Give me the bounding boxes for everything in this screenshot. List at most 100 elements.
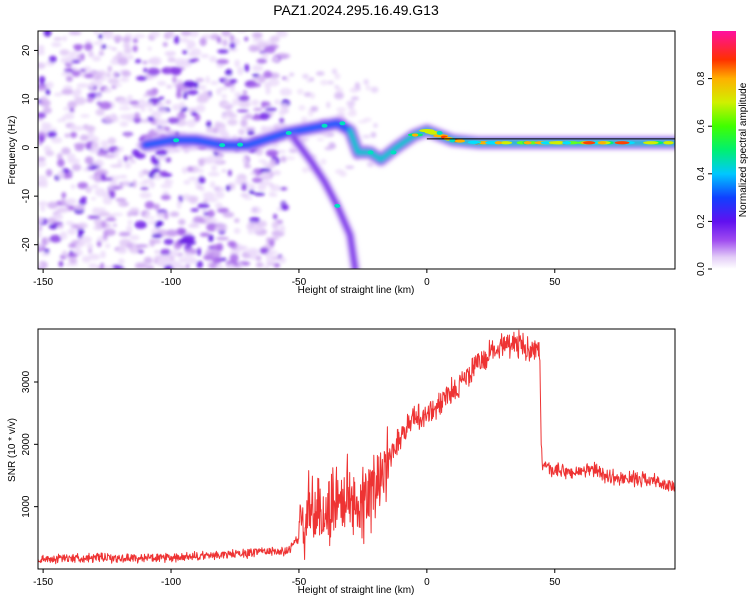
noise-blob (60, 116, 66, 123)
noise-blob (242, 156, 248, 165)
noise-blob (113, 34, 123, 42)
noise-blob (301, 167, 309, 173)
noise-blob (132, 179, 137, 189)
noise-blob (176, 88, 181, 94)
noise-blob (271, 143, 280, 148)
noise-blob (143, 93, 149, 98)
noise-blob (185, 263, 190, 269)
track-core-segment (643, 141, 659, 145)
noise-blob (49, 234, 62, 243)
noise-blob (38, 44, 45, 53)
noise-blob (261, 127, 269, 131)
noise-blob (95, 108, 105, 116)
noise-blob (247, 183, 256, 190)
noise-blob (121, 180, 132, 187)
noise-blob (53, 92, 63, 97)
noise-blob (134, 152, 146, 159)
noise-blob (156, 155, 167, 161)
noise-blob (253, 107, 263, 112)
noise-blob (206, 120, 212, 128)
noise-blob (347, 105, 355, 110)
noise-blob (79, 236, 92, 244)
noise-blob (65, 262, 79, 267)
x-tick-label: 50 (549, 577, 561, 588)
noise-blob (64, 133, 71, 138)
noise-blob (183, 180, 191, 185)
noise-blob (186, 166, 194, 173)
noise-blob (182, 49, 188, 55)
noise-blob (147, 67, 161, 76)
signal-track-core (173, 121, 674, 208)
noise-blob (48, 55, 57, 63)
noise-blob (62, 35, 68, 42)
noise-blob (189, 31, 200, 38)
noise-blob (67, 158, 81, 164)
noise-blob (38, 180, 45, 188)
noise-blob (118, 258, 125, 265)
noise-blob (185, 146, 199, 152)
noise-blob (38, 156, 46, 162)
noise-blob (118, 106, 132, 111)
colorbar-tick-label: 0.0 (696, 262, 707, 276)
noise-blob (363, 79, 369, 85)
noise-blob (301, 116, 308, 122)
noise-blob (53, 37, 63, 41)
noise-blob (132, 38, 139, 44)
noise-blob (219, 87, 228, 91)
y-tick-label: 1000 (21, 495, 32, 518)
noise-blob (157, 258, 167, 267)
noise-blob (296, 88, 304, 95)
noise-blob (227, 240, 236, 248)
noise-blob (68, 31, 82, 36)
noise-blob (230, 85, 235, 93)
y-tick-label: 10 (21, 93, 32, 105)
noise-blob (126, 94, 133, 102)
noise-blob (206, 93, 211, 99)
track-core-segment (411, 133, 419, 137)
spectrogram-y-axis-label: Frequency (Hz) (7, 116, 18, 185)
noise-blob (162, 42, 168, 47)
noise-blob (51, 136, 63, 144)
noise-blob (221, 94, 227, 99)
noise-blob (179, 101, 186, 109)
noise-blob (117, 57, 129, 66)
noise-blob (207, 209, 215, 218)
noise-blob (237, 66, 244, 76)
noise-blob (316, 137, 325, 142)
noise-blob (331, 68, 338, 75)
noise-blob (158, 96, 165, 100)
noise-blob (147, 46, 152, 51)
noise-blob (98, 50, 105, 56)
noise-blob (103, 32, 112, 40)
noise-blob (289, 72, 295, 77)
spectrogram-x-ticks: -150 -100 -50 0 50 (33, 269, 561, 288)
noise-blob (196, 247, 202, 256)
noise-blob (238, 95, 250, 102)
noise-blob (187, 257, 198, 265)
snr-x-ticks: -150 -100 -50 0 50 (33, 569, 561, 588)
noise-blob (236, 109, 249, 113)
noise-blob (117, 158, 123, 167)
noise-blob (74, 145, 85, 152)
noise-blob (38, 216, 44, 225)
noise-blob (327, 80, 334, 85)
noise-blob (149, 238, 156, 247)
noise-blob (167, 31, 175, 39)
noise-blob (164, 211, 169, 220)
noise-blob (182, 234, 196, 242)
noise-blob (38, 225, 43, 231)
noise-blob (84, 156, 94, 165)
noise-blob (93, 207, 107, 212)
track-bright-spot (173, 138, 180, 143)
noise-blob (234, 59, 240, 68)
noise-blob (203, 211, 209, 216)
noise-blob (135, 244, 149, 248)
noise-blob (222, 211, 235, 218)
noise-blob (51, 42, 62, 48)
noise-blob (160, 194, 171, 201)
noise-blob (275, 31, 285, 34)
noise-blob (38, 62, 46, 70)
noise-blob (244, 63, 250, 72)
noise-blob (350, 96, 360, 101)
